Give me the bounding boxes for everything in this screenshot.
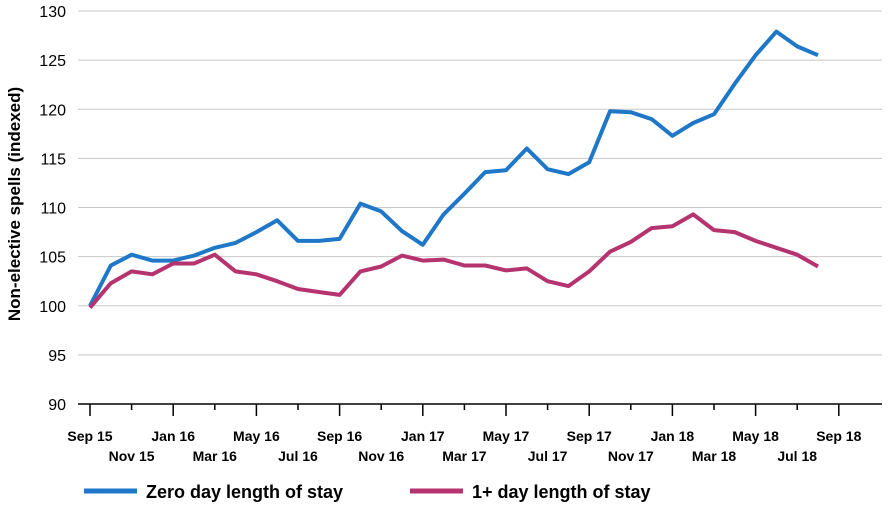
legend-label-one-plus-day: 1+ day length of stay xyxy=(472,482,651,502)
y-tick-label: 130 xyxy=(39,4,66,21)
series-line-1 xyxy=(88,212,819,309)
x-tick-label: Mar 16 xyxy=(193,448,238,464)
y-tick-label: 90 xyxy=(48,397,66,414)
x-tick-label: Mar 18 xyxy=(692,448,737,464)
y-tick-label: 95 xyxy=(48,348,66,365)
y-tick-label: 110 xyxy=(40,201,66,218)
x-tick-label: Nov 17 xyxy=(608,448,654,464)
x-tick-label: Sep 15 xyxy=(67,428,112,444)
x-tick-label: May 16 xyxy=(233,428,280,444)
y-tick-label: 125 xyxy=(39,53,66,70)
y-gridlines xyxy=(78,10,882,405)
x-tick-label: Jan 18 xyxy=(651,428,695,444)
y-tick-label: 115 xyxy=(40,151,66,168)
legend-label-zero-day: Zero day length of stay xyxy=(146,482,343,502)
x-tick-label: Jul 16 xyxy=(278,448,318,464)
x-tick-label: Jan 17 xyxy=(401,428,445,444)
y-tick-label: 105 xyxy=(39,250,66,267)
x-tick-label: Jul 17 xyxy=(528,448,568,464)
x-tick-label: Sep 16 xyxy=(317,428,362,444)
x-tick-label: Nov 16 xyxy=(358,448,404,464)
x-tick-label: Mar 17 xyxy=(442,448,487,464)
y-axis-title: Non-elective spells (indexed) xyxy=(5,87,24,321)
x-tick-label: Sep 18 xyxy=(816,428,861,444)
x-tick-label: Nov 15 xyxy=(109,448,155,464)
x-tick-label: May 18 xyxy=(732,428,779,444)
series-lines xyxy=(88,29,819,309)
x-tick-label: Jan 16 xyxy=(151,428,195,444)
x-axis: Sep 15 Nov 15 Jan 16 Mar 16 May 16 Jul 16 Sep … xyxy=(67,403,882,464)
series-line-0 xyxy=(88,29,819,307)
x-tick-label: Jul 18 xyxy=(777,448,817,464)
y-tick-label: 100 xyxy=(39,299,66,316)
x-tick-label: Sep 17 xyxy=(567,428,612,444)
legend: Zero day length of stay 1+ day length of… xyxy=(84,482,651,502)
y-tick-label: 120 xyxy=(39,102,66,119)
y-tick-labels: 90 95 100 105 110 115 120 125 130 xyxy=(39,4,66,414)
x-tick-label: May 17 xyxy=(483,428,530,444)
